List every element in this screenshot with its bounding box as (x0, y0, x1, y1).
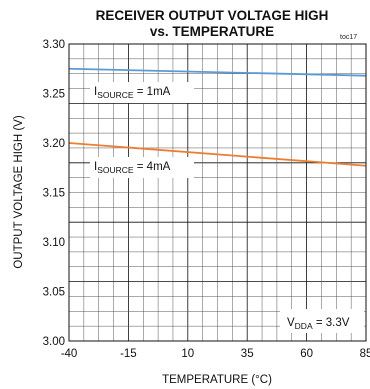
series-label-sub: SOURCE (97, 165, 134, 175)
y-tick-label: 3.30 (43, 39, 65, 51)
y-tick-label: 3.00 (43, 336, 65, 348)
x-tick-label: 35 (241, 348, 254, 360)
series-label-rest: = 1mA (134, 86, 171, 98)
condition-sub: DDA (295, 321, 313, 331)
x-axis-label: TEMPERATURE (°C) (162, 374, 272, 386)
series-label-2: ISOURCE = 4mA (94, 161, 171, 175)
condition-rest: = 3.3V (313, 317, 350, 329)
condition-label-bg (280, 309, 364, 333)
y-tick-label: 3.20 (43, 138, 65, 150)
series-line-1 (68, 67, 367, 77)
condition-main: V (287, 317, 295, 329)
figure-code: toc17 (340, 34, 357, 41)
series-label-bg (90, 157, 194, 178)
x-tick-label: 60 (300, 348, 313, 360)
chart-subtitle: vs. TEMPERATURE (150, 24, 274, 39)
y-tick-label: 3.25 (43, 89, 65, 101)
condition-label: VDDA = 3.3V (287, 317, 350, 331)
series-label-main: I (94, 161, 97, 173)
x-tick-label: -40 (61, 348, 78, 360)
y-tick-label: 3.05 (43, 287, 65, 299)
y-tick-label: 3.10 (43, 237, 65, 249)
series-label-bg (90, 82, 194, 103)
x-tick-label: -15 (120, 348, 137, 360)
series-label-1: ISOURCE = 1mA (94, 86, 171, 100)
plot-frame (68, 43, 367, 342)
y-axis-label: OUTPUT VOLTAGE HIGH (V) (13, 115, 25, 269)
x-tick-labels: -40 -15 10 35 60 85 (61, 348, 370, 360)
series-label-sub: SOURCE (97, 90, 134, 100)
chart-title: RECEIVER OUTPUT VOLTAGE HIGH (96, 8, 329, 23)
series-lines (68, 67, 367, 167)
y-tick-label: 3.15 (43, 188, 65, 200)
x-tick-label: 10 (181, 348, 194, 360)
x-tick-label: 85 (360, 348, 370, 360)
series-line-2 (68, 142, 367, 167)
series-label-rest: = 4mA (134, 161, 171, 173)
series-label-main: I (94, 86, 97, 98)
y-tick-labels: 3.30 3.25 3.20 3.15 3.10 3.05 3.00 (43, 39, 65, 348)
